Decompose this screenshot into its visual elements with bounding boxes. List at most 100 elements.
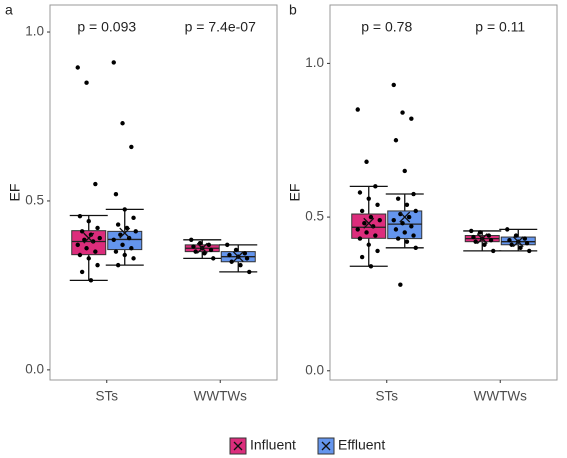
point [77,252,83,258]
point [375,248,380,254]
p-value: p = 0.11 [475,19,525,35]
point [95,225,100,231]
plot-frame [329,4,558,381]
point [233,247,239,253]
box [71,230,107,256]
point [366,242,371,247]
y-tick-label: 0.0 [305,362,324,377]
point [93,181,98,187]
point [191,244,196,249]
mean-marker [399,211,411,223]
point [364,159,369,164]
point [247,269,252,275]
box [107,230,143,251]
x-tick-label: WWTWs [194,389,247,404]
point [377,217,382,223]
point [79,269,85,275]
point [111,237,116,242]
point [208,247,214,253]
legend-cross [321,441,331,451]
point [229,259,234,264]
point [111,60,116,65]
point [129,144,134,150]
point [206,242,212,248]
point [411,233,416,238]
legend-label: Influent [250,437,296,453]
point [131,256,136,261]
point [227,252,232,258]
point [477,230,483,235]
point [75,65,80,70]
y-tick-label: 1.0 [305,55,324,70]
point [505,227,510,232]
box [351,213,387,239]
point [413,208,418,214]
point [115,222,121,227]
point [86,256,91,261]
point [95,262,100,268]
y-axis-label: EF [287,184,303,202]
point [225,242,230,248]
mean-marker [476,233,488,245]
point [491,248,496,254]
point [133,229,138,234]
point [364,230,369,235]
point [507,237,512,243]
point [409,116,414,121]
point [473,239,478,244]
point [368,214,374,220]
point [413,245,418,251]
point [122,207,127,212]
point [393,227,399,232]
point [129,246,134,251]
point [131,215,136,221]
p-value: p = 7.4e-07 [185,19,256,35]
point [366,196,371,201]
point [522,236,528,241]
point [362,221,367,226]
point [355,227,360,232]
point [400,221,405,226]
point [115,262,121,268]
point [391,82,396,88]
point [527,248,532,254]
point [238,262,243,268]
mean-marker [119,227,131,239]
y-axis-label: EF [7,184,23,202]
p-value: p = 0.78 [361,19,412,35]
point [373,184,378,189]
point [86,219,91,224]
point [513,233,519,238]
point [77,213,83,219]
legend-label: Effluent [338,437,385,453]
point [242,251,248,256]
point [244,256,250,261]
mean-marker [363,217,375,229]
point [411,191,416,197]
mean-marker [83,232,95,244]
point [393,138,399,143]
point [88,278,94,283]
y-tick-label: 0.5 [305,209,324,224]
point [368,264,374,269]
point [391,217,396,223]
mean-marker [196,242,208,254]
x-tick-label: STs [375,389,398,404]
point [395,196,401,201]
point [402,230,407,235]
panel-label: b [289,2,297,18]
point [211,256,216,261]
point [193,249,198,254]
x-tick-label: WWTWs [474,389,527,404]
point [402,168,407,174]
point [404,202,410,207]
point [79,229,85,234]
point [398,282,403,287]
y-tick-label: 0.5 [25,193,44,208]
y-tick-label: 1.0 [25,24,44,39]
point [373,233,378,238]
point [359,208,365,214]
point [93,249,98,254]
point [359,254,365,260]
